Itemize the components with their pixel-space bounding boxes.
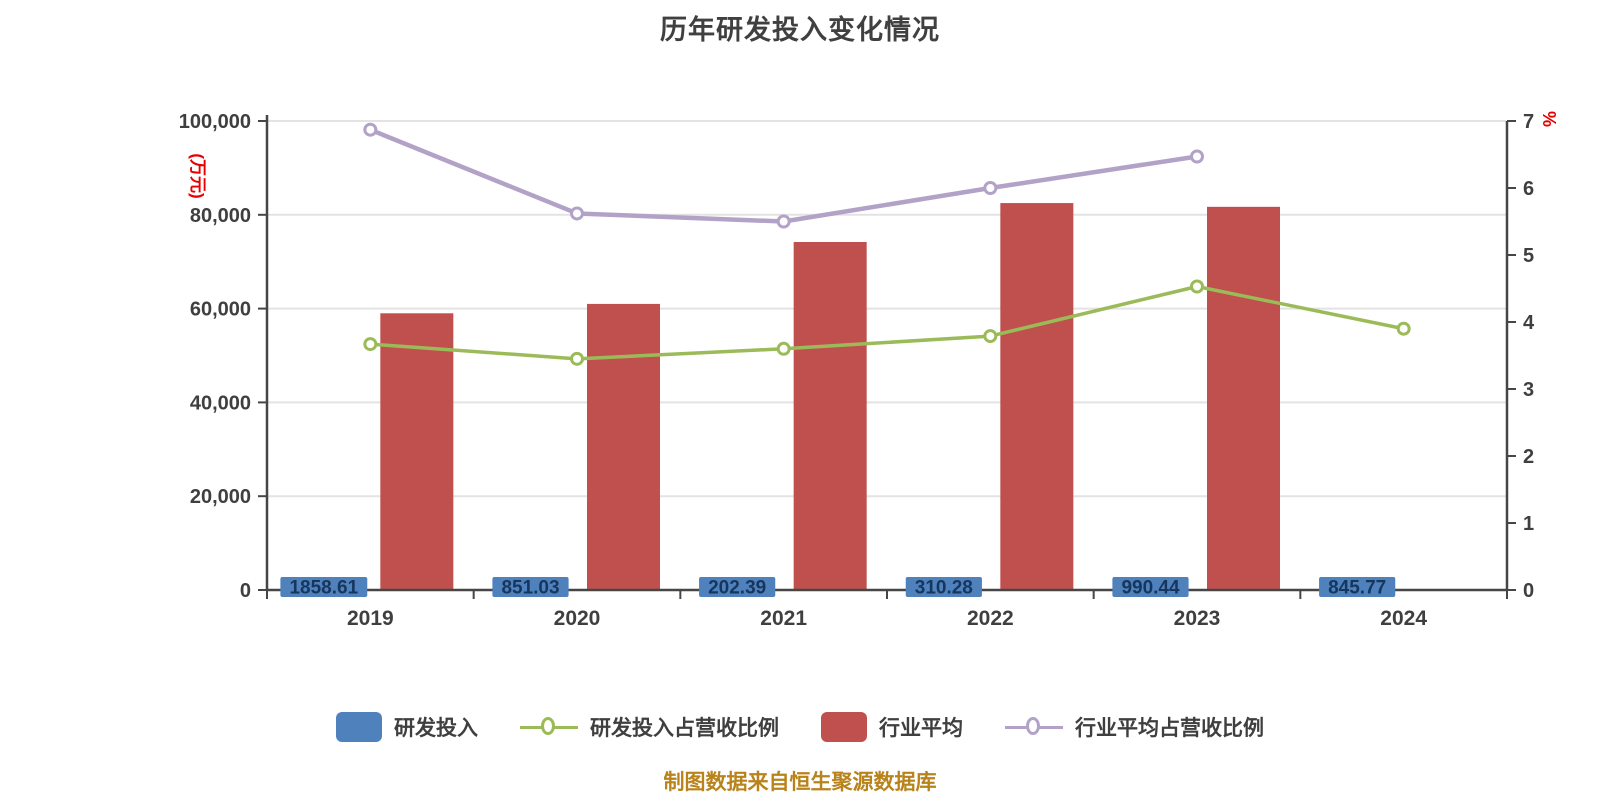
legend-label: 研发投入占营收比例 bbox=[590, 717, 779, 740]
rd-ratio-line bbox=[370, 284, 1405, 361]
rd-investment-swatch-icon bbox=[336, 712, 382, 742]
rd-value-label-bg bbox=[492, 577, 569, 597]
legend-item-rd-ratio[interactable]: 研发投入占营收比例 bbox=[520, 712, 779, 742]
x-axis-category-label: 2021 bbox=[760, 607, 807, 630]
left-axis-tick-label: 100,000 bbox=[179, 111, 251, 133]
left-axis-tick-label: 60,000 bbox=[190, 299, 251, 321]
right-axis-tick-label: 3 bbox=[1523, 379, 1534, 401]
industry-average-bar bbox=[587, 303, 660, 590]
industry-ratio-marker bbox=[776, 214, 791, 229]
rd-value-label-bg bbox=[699, 577, 776, 597]
rd-value-label: 990.44 bbox=[1121, 578, 1180, 599]
x-axis-category-label: 2022 bbox=[967, 607, 1014, 630]
industry-ratio-line-marker-icon bbox=[1005, 712, 1063, 742]
industry-average-swatch-icon bbox=[821, 712, 867, 742]
industry-ratio-marker bbox=[983, 181, 998, 195]
legend-item-rd-investment[interactable]: 研发投入 bbox=[336, 712, 478, 742]
rd-ratio-marker bbox=[1190, 279, 1204, 294]
left-axis-tick-label: 20,000 bbox=[190, 486, 251, 508]
rd-ratio-marker bbox=[983, 329, 998, 344]
right-axis-tick-label: 4 bbox=[1523, 312, 1535, 334]
industry-ratio-marker bbox=[1190, 149, 1204, 164]
industry-average-bar bbox=[380, 313, 454, 590]
chart-title: 历年研发投入变化情况 bbox=[660, 15, 940, 45]
rd-value-label-bg bbox=[905, 577, 982, 597]
right-axis-tick-label: 1 bbox=[1523, 513, 1534, 535]
chart-legend: 研发投入 研发投入占营收比例 行业平均 行业平均占营收比例 bbox=[0, 712, 1600, 742]
legend-label: 行业平均 bbox=[879, 717, 963, 740]
rd-value-label: 202.39 bbox=[708, 578, 766, 599]
industry-ratio-marker bbox=[363, 122, 378, 137]
legend-item-industry-average[interactable]: 行业平均 bbox=[821, 712, 963, 742]
data-source-caption: 制图数据来自恒生聚源数据库 bbox=[663, 771, 937, 794]
right-axis-unit-label: % bbox=[1539, 110, 1560, 127]
right-axis-tick-label: 0 bbox=[1523, 580, 1534, 602]
left-axis-unit-label: (万元) bbox=[188, 153, 208, 199]
x-axis-category-label: 2023 bbox=[1174, 607, 1221, 630]
rd-value-label: 310.28 bbox=[915, 578, 973, 599]
rd-ratio-marker bbox=[776, 341, 791, 356]
rd-ratio-marker bbox=[570, 351, 584, 366]
legend-label: 研发投入 bbox=[394, 717, 478, 740]
industry-average-bar bbox=[793, 242, 867, 590]
rd-value-label-bg bbox=[1112, 577, 1189, 597]
legend-label: 行业平均占营收比例 bbox=[1075, 717, 1264, 740]
x-axis-category-label: 2024 bbox=[1380, 607, 1427, 630]
right-axis-tick-label: 5 bbox=[1523, 245, 1534, 267]
left-axis-tick-label: 40,000 bbox=[190, 392, 251, 414]
left-axis-tick-label: 0 bbox=[240, 580, 251, 602]
rd-value-label-bg bbox=[1319, 577, 1396, 597]
rd-value-label: 851.03 bbox=[501, 578, 559, 599]
rd-ratio-line-marker-icon bbox=[520, 712, 578, 742]
rd-ratio-marker bbox=[1396, 321, 1411, 336]
industry-average-bar bbox=[1000, 203, 1074, 590]
industry-ratio-marker bbox=[570, 206, 584, 221]
x-axis-category-label: 2020 bbox=[554, 607, 601, 630]
left-axis-tick-label: 80,000 bbox=[190, 205, 251, 227]
rd-ratio-marker bbox=[363, 337, 378, 352]
legend-item-industry-ratio[interactable]: 行业平均占营收比例 bbox=[1005, 712, 1264, 742]
rd-value-label-bg bbox=[280, 577, 368, 597]
x-axis-category-label: 2019 bbox=[347, 607, 394, 630]
industry-average-bar bbox=[1207, 206, 1280, 590]
rd-value-label: 845.77 bbox=[1328, 578, 1386, 599]
right-axis-tick-label: 6 bbox=[1523, 178, 1534, 200]
rd-value-label: 1858.61 bbox=[289, 578, 358, 599]
right-axis-tick-label: 7 bbox=[1523, 111, 1534, 133]
right-axis-tick-label: 2 bbox=[1523, 446, 1534, 468]
